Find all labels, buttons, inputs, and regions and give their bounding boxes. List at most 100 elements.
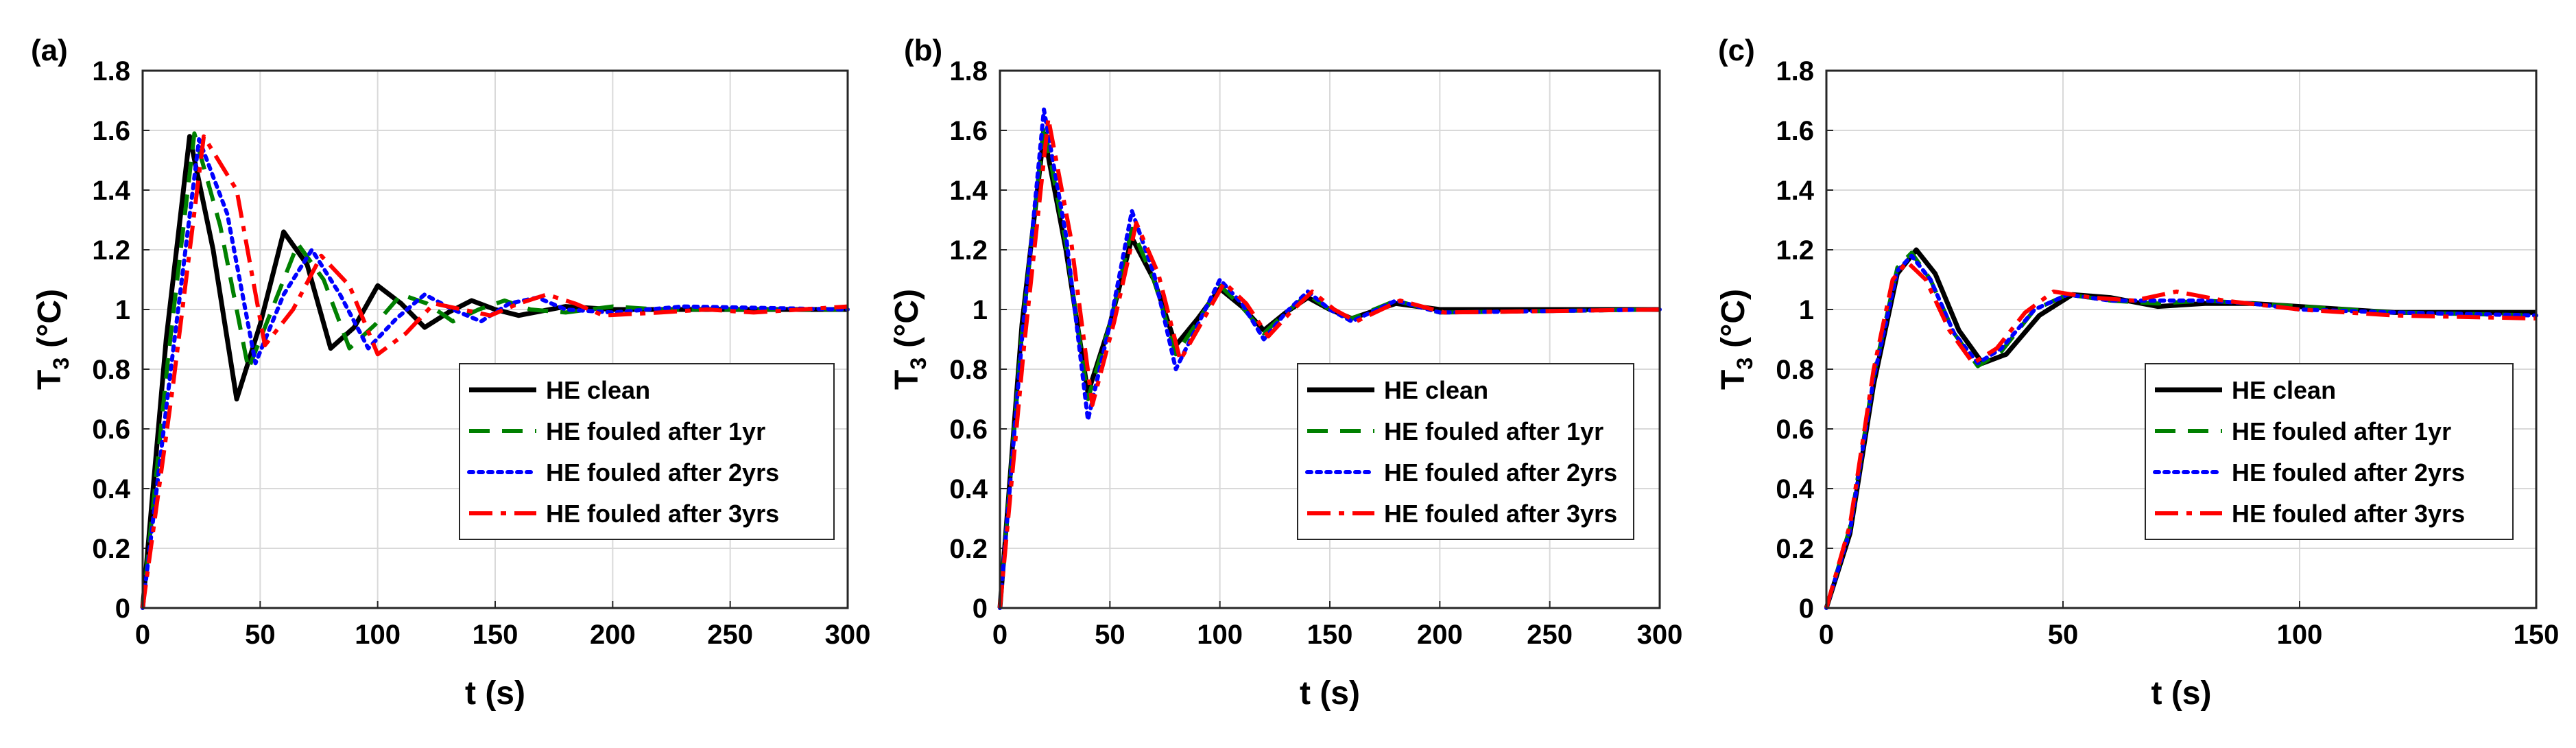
legend-entry-he-fouled-3yrs: HE fouled after 3yrs xyxy=(469,500,779,528)
legend-entry-he-fouled-2yrs: HE fouled after 2yrs xyxy=(1305,458,1617,487)
legend-entry-he-fouled-1yr: HE fouled after 1yr xyxy=(2155,417,2451,445)
y-tick-label: 0.4 xyxy=(92,474,130,504)
series-line-he-clean xyxy=(140,134,848,609)
y-tick-label: 0.6 xyxy=(1776,414,1814,445)
y-tick-labels: 0 0.2 0.4 0.6 0.8 1 1.2 1.4 1.6 1.8 xyxy=(1776,56,1814,624)
x-tick-label: 0 xyxy=(992,620,1007,650)
x-tick-label: 0 xyxy=(135,620,150,650)
x-tick-label: 0 xyxy=(1819,620,1834,650)
y-label-unit: (°C) xyxy=(1715,289,1752,348)
legend-label: HE fouled after 1yr xyxy=(1384,417,1603,445)
series-line-he-fouled-after-3yrs xyxy=(141,134,848,609)
y-tick-label: 0.2 xyxy=(1776,534,1814,564)
series-lines xyxy=(140,131,850,610)
series-lines xyxy=(997,107,1662,610)
legend-label: HE fouled after 2yrs xyxy=(2232,458,2465,487)
y-tick-label: 0.4 xyxy=(1776,474,1814,504)
y-tick-label: 0.6 xyxy=(92,414,130,445)
x-tick-label: 50 xyxy=(2048,620,2079,650)
x-tick-label: 250 xyxy=(707,620,753,650)
x-tick-label: 200 xyxy=(590,620,636,650)
y-tick-labels: 0 0.2 0.4 0.6 0.8 1 1.2 1.4 1.6 1.8 xyxy=(949,56,988,624)
x-tick-labels: 0 50 100 150 200 250 300 xyxy=(992,620,1683,650)
x-tick-label: 300 xyxy=(1637,620,1683,650)
y-tick-label: 1 xyxy=(1799,295,1814,325)
legend-entry-he-clean: HE clean xyxy=(2155,376,2336,404)
series-line-he-fouled-after-2yrs xyxy=(998,107,1662,610)
x-tick-label: 150 xyxy=(2514,620,2560,650)
y-tick-label: 0 xyxy=(115,594,130,624)
y-label-subscript: 3 xyxy=(906,358,931,370)
legend-entry-he-fouled-3yrs: HE fouled after 3yrs xyxy=(2155,500,2465,528)
legend-entry-he-fouled-2yrs: HE fouled after 2yrs xyxy=(2153,458,2465,487)
panel-label: (a) xyxy=(31,34,68,67)
y-axis-label: T3 (°C) xyxy=(889,289,931,390)
y-tick-label: 0.4 xyxy=(949,474,988,504)
y-tick-labels: 0 0.2 0.4 0.6 0.8 1 1.2 1.4 1.6 1.8 xyxy=(92,56,130,624)
y-label-subscript: 3 xyxy=(1732,358,1757,370)
y-tick-label: 1 xyxy=(115,295,130,325)
y-label-main: T xyxy=(1715,370,1752,390)
y-tick-label: 1.2 xyxy=(92,235,130,266)
legend: HE clean HE fouled after 1yr HE fouled a… xyxy=(2145,363,2514,540)
x-tick-label: 300 xyxy=(825,620,871,650)
y-tick-label: 0.8 xyxy=(1776,355,1814,385)
x-tick-label: 50 xyxy=(1095,620,1125,650)
y-label-unit: (°C) xyxy=(889,289,925,348)
y-axis-label: T3 (°C) xyxy=(1715,289,1757,390)
y-tick-label: 1 xyxy=(973,295,988,325)
panel-label: (c) xyxy=(1718,34,1755,67)
y-tick-label: 1.8 xyxy=(1776,56,1814,86)
legend-label: HE clean xyxy=(1384,376,1488,404)
y-tick-label: 0.2 xyxy=(949,534,988,564)
x-axis-label: t (s) xyxy=(465,675,525,712)
series-line-he-fouled-after-2yrs xyxy=(141,137,850,610)
legend-label: HE fouled after 2yrs xyxy=(1384,458,1617,487)
x-tick-labels: 0 50 100 150 xyxy=(1819,620,2560,650)
x-tick-label: 100 xyxy=(2277,620,2323,650)
y-tick-label: 1.6 xyxy=(1776,116,1814,146)
legend-label: HE fouled after 3yrs xyxy=(2232,500,2465,528)
panel-a: (a) 0 50 100 150 200 250 300 0 0.2 0.4 0.6 0.8 1 1.2… xyxy=(31,34,870,712)
legend: HE clean HE fouled after 1yr HE fouled a… xyxy=(1297,363,1634,540)
panel-c: (c) 0 50 100 150 0 0.2 0.4 0.6 0.8 1 1.2 1.4 1.6 1.8… xyxy=(1715,34,2559,712)
x-tick-label: 150 xyxy=(473,620,518,650)
plot-frame xyxy=(1825,69,2538,609)
legend-label: HE fouled after 1yr xyxy=(546,417,765,445)
y-tick-label: 0 xyxy=(1799,594,1814,624)
legend-box xyxy=(1297,363,1634,540)
y-tick-label: 1.8 xyxy=(949,56,988,86)
series-lines xyxy=(1824,247,2538,610)
legend-box xyxy=(459,363,835,540)
y-tick-label: 0.8 xyxy=(92,355,130,385)
legend-label: HE fouled after 3yrs xyxy=(1384,500,1617,528)
x-tick-label: 100 xyxy=(1197,620,1243,650)
y-tick-label: 1.4 xyxy=(949,176,988,206)
x-tick-label: 150 xyxy=(1307,620,1353,650)
series-line-he-fouled-after-1yr xyxy=(141,131,848,609)
legend-label: HE clean xyxy=(2232,376,2336,404)
x-tick-labels: 0 50 100 150 200 250 300 xyxy=(135,620,871,650)
legend-entry-he-fouled-3yrs: HE fouled after 3yrs xyxy=(1307,500,1617,528)
legend-entry-he-fouled-2yrs: HE fouled after 2yrs xyxy=(467,458,779,487)
y-axis-label: T3 (°C) xyxy=(32,289,73,390)
series-line-he-fouled-after-3yrs xyxy=(998,116,1660,609)
series-line-he-fouled-after-2yrs xyxy=(1824,253,2538,610)
y-tick-label: 1.6 xyxy=(949,116,988,146)
legend-box xyxy=(2145,363,2514,540)
legend-entry-he-fouled-1yr: HE fouled after 1yr xyxy=(1307,417,1603,445)
y-tick-label: 1.8 xyxy=(92,56,130,86)
panel-label: (b) xyxy=(904,34,942,67)
x-tick-label: 100 xyxy=(355,620,401,650)
y-label-unit: (°C) xyxy=(32,289,68,348)
legend-label: HE fouled after 3yrs xyxy=(546,500,779,528)
x-axis-label: t (s) xyxy=(1300,675,1360,712)
legend-label: HE fouled after 2yrs xyxy=(546,458,779,487)
legend-entry-he-clean: HE clean xyxy=(1307,376,1488,404)
y-tick-label: 1.2 xyxy=(1776,235,1814,266)
legend-entry-he-fouled-1yr: HE fouled after 1yr xyxy=(469,417,765,445)
y-tick-label: 0.8 xyxy=(949,355,988,385)
x-tick-label: 50 xyxy=(245,620,276,650)
legend-entry-he-clean: HE clean xyxy=(469,376,650,404)
